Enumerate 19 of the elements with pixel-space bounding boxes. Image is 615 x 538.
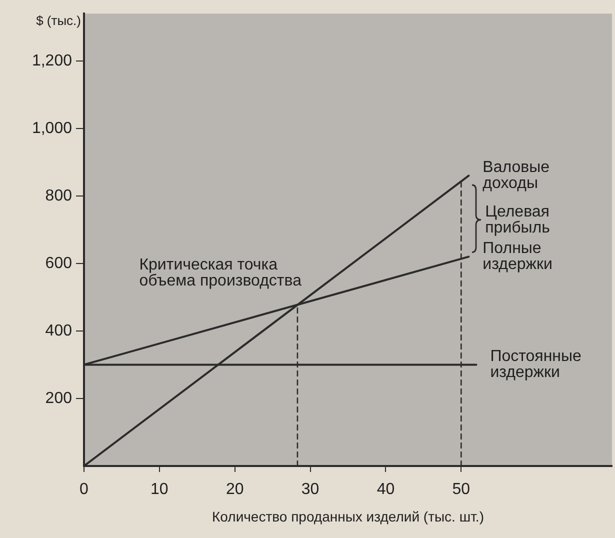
x-axis-title: Количество проданных изделий (тыс. шт.) bbox=[212, 508, 484, 524]
x-tick-label: 50 bbox=[452, 481, 470, 498]
y-tick-label: 1,200 bbox=[32, 52, 72, 70]
y-tick-label: 800 bbox=[45, 187, 72, 204]
x-tick-label: 10 bbox=[150, 481, 168, 498]
y-tick-label: 200 bbox=[45, 390, 72, 407]
x-tick-label: 0 bbox=[80, 481, 89, 498]
y-tick-label: 1,000 bbox=[32, 120, 72, 137]
annotation: Критическая точка объема производства bbox=[139, 256, 302, 290]
series-label: Полные издержки bbox=[482, 240, 552, 274]
series-label: Валовые доходы bbox=[482, 159, 550, 192]
y-tick-label: 400 bbox=[45, 322, 72, 340]
series-label: Постоянные издержки bbox=[490, 348, 582, 382]
y-tick-label: 600 bbox=[45, 254, 72, 272]
x-tick-label: 20 bbox=[226, 481, 244, 498]
x-tick-label: 40 bbox=[376, 481, 395, 498]
y-axis-title: $ (тыс.) bbox=[36, 13, 81, 28]
x-tick-label: 30 bbox=[301, 481, 320, 498]
annotation: Целевая прибыль bbox=[485, 204, 550, 237]
